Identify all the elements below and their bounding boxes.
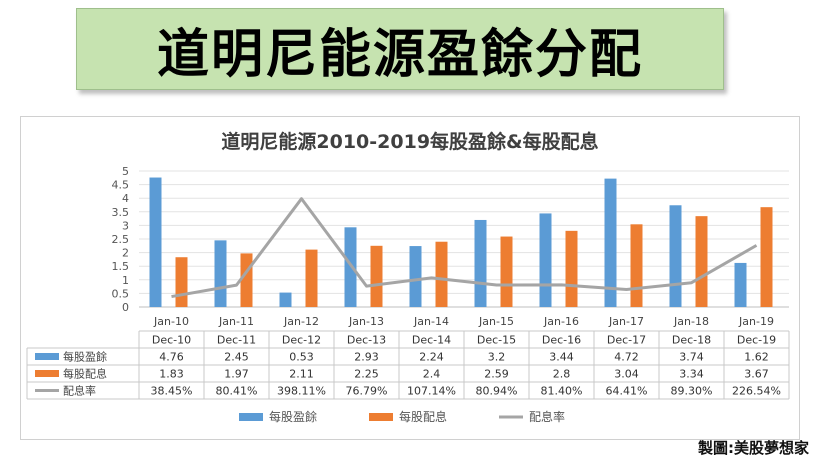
- y-tick-label: 5: [122, 165, 129, 178]
- dividend-bar: [240, 253, 253, 307]
- table-value-cell: 89.30%: [671, 385, 713, 398]
- eps-bar: [474, 219, 487, 307]
- table-header-cell: Dec-12: [282, 334, 321, 347]
- chart-container: 道明尼能源2010-2019每股盈餘&每股配息 0 0.5 1 1.5 2 2.5 3 3.5…: [20, 116, 800, 440]
- table-value-cell: 3.04: [614, 368, 639, 381]
- eps-bar: [604, 178, 617, 307]
- y-tick-label: 1: [122, 274, 129, 287]
- table-value-cell: 64.41%: [606, 385, 648, 398]
- y-tick-label: 2.5: [112, 233, 130, 246]
- x-tick-label: Jan-11: [218, 315, 254, 328]
- title-banner: 道明尼能源盈餘分配: [76, 8, 724, 90]
- dividend-bar: [630, 224, 643, 307]
- x-tick-label: Jan-19: [738, 315, 774, 328]
- x-tick-label: Jan-13: [348, 315, 384, 328]
- table-header-cell: Dec-11: [217, 334, 256, 347]
- eps-bar: [214, 240, 227, 307]
- eps-bar: [344, 227, 357, 307]
- chart-title: 道明尼能源2010-2019每股盈餘&每股配息: [221, 131, 599, 153]
- table-value-cell: 226.54%: [732, 385, 781, 398]
- table-value-cell: 0.53: [289, 351, 314, 364]
- dividend-bar: [370, 245, 383, 307]
- chart-svg: 00.511.522.533.544.55 Jan-10 Jan-11 Jan-12 J…: [26, 165, 790, 424]
- dividend-bar: [760, 207, 773, 307]
- dividend-bar: [565, 230, 578, 307]
- eps-bar: [734, 262, 747, 307]
- chart-credit: 製圖:美股夢想家: [698, 439, 809, 457]
- table-value-cell: 107.14%: [407, 385, 456, 398]
- y-tick-label: 0.5: [112, 287, 130, 300]
- x-tick-label: Jan-10: [153, 315, 189, 328]
- table-value-cell: 2.25: [354, 368, 379, 381]
- x-tick-label: Jan-18: [673, 315, 709, 328]
- table-value-cell: 3.2: [488, 351, 506, 364]
- table-header-cell: Dec-19: [737, 334, 776, 347]
- dividend-bar: [695, 216, 708, 307]
- table-header-cell: Dec-14: [412, 334, 451, 347]
- y-tick-label: 3.5: [112, 206, 130, 219]
- x-tick-label: Jan-12: [283, 315, 319, 328]
- eps-bar: [539, 213, 552, 307]
- table-value-cell: 3.34: [679, 368, 704, 381]
- legend-label: 每股配息: [399, 409, 447, 424]
- legend-label: 配息率: [529, 409, 565, 424]
- table-value-cell: 2.11: [289, 368, 314, 381]
- table-value-cell: 4.72: [614, 351, 639, 364]
- table-value-cell: 4.76: [159, 351, 184, 364]
- x-tick-label: Jan-15: [478, 315, 514, 328]
- table-value-cell: 3.74: [679, 351, 704, 364]
- y-tick-label: 1.5: [112, 260, 130, 273]
- dividend-bar: [305, 249, 318, 307]
- table-row-label: 每股配息: [63, 367, 107, 381]
- table-value-cell: 1.83: [159, 368, 184, 381]
- table-value-cell: 76.79%: [346, 385, 388, 398]
- table-value-cell: 80.94%: [476, 385, 518, 398]
- eps-bar: [149, 177, 162, 307]
- dividend-bar: [500, 236, 513, 307]
- table-value-cell: 2.4: [423, 368, 441, 381]
- table-header-cell: Dec-18: [672, 334, 711, 347]
- eps-bar: [669, 205, 682, 307]
- y-tick-label: 0: [122, 301, 129, 314]
- x-tick-label: Jan-14: [413, 315, 449, 328]
- payout-ratio-line: [171, 197, 758, 299]
- table-value-cell: 80.41%: [216, 385, 258, 398]
- table-header-cell: Dec-10: [152, 334, 191, 347]
- table-value-cell: 2.59: [484, 368, 509, 381]
- table-row-label: 每股盈餘: [63, 350, 107, 364]
- legend-swatch: [239, 413, 263, 421]
- table-value-cell: 3.67: [744, 368, 769, 381]
- table-header-cell: Dec-13: [347, 334, 386, 347]
- dividend-bar: [175, 257, 188, 307]
- table-row-label: 配息率: [63, 384, 96, 398]
- table-value-cell: 1.97: [224, 368, 249, 381]
- banner-title: 道明尼能源盈餘分配: [156, 24, 643, 85]
- table-value-cell: 398.11%: [277, 385, 326, 398]
- y-tick-label: 2: [122, 247, 129, 260]
- table-value-cell: 2.24: [419, 351, 444, 364]
- table-value-cell: 81.40%: [541, 385, 583, 398]
- table-legend-swatch: [35, 353, 59, 360]
- y-tick-label: 3: [122, 219, 129, 232]
- table-header-cell: Dec-16: [542, 334, 581, 347]
- y-tick-label: 4.5: [112, 179, 130, 192]
- eps-bar: [409, 246, 422, 307]
- table-value-cell: 2.8: [553, 368, 571, 381]
- table-value-cell: 2.93: [354, 351, 379, 364]
- dividend-bar: [435, 241, 448, 307]
- table-value-cell: 3.44: [549, 351, 574, 364]
- table-value-cell: 2.45: [224, 351, 249, 364]
- table-value-cell: 38.45%: [151, 385, 193, 398]
- y-tick-label: 4: [122, 192, 129, 205]
- table-header-cell: Dec-17: [607, 334, 646, 347]
- x-tick-label: Jan-16: [543, 315, 579, 328]
- legend-swatch: [369, 413, 393, 421]
- table-header-cell: Dec-15: [477, 334, 516, 347]
- table-value-cell: 1.62: [744, 351, 769, 364]
- table-legend-swatch: [35, 370, 59, 377]
- eps-bar: [279, 292, 292, 307]
- legend-label: 每股盈餘: [269, 409, 317, 424]
- x-tick-label: Jan-17: [608, 315, 644, 328]
